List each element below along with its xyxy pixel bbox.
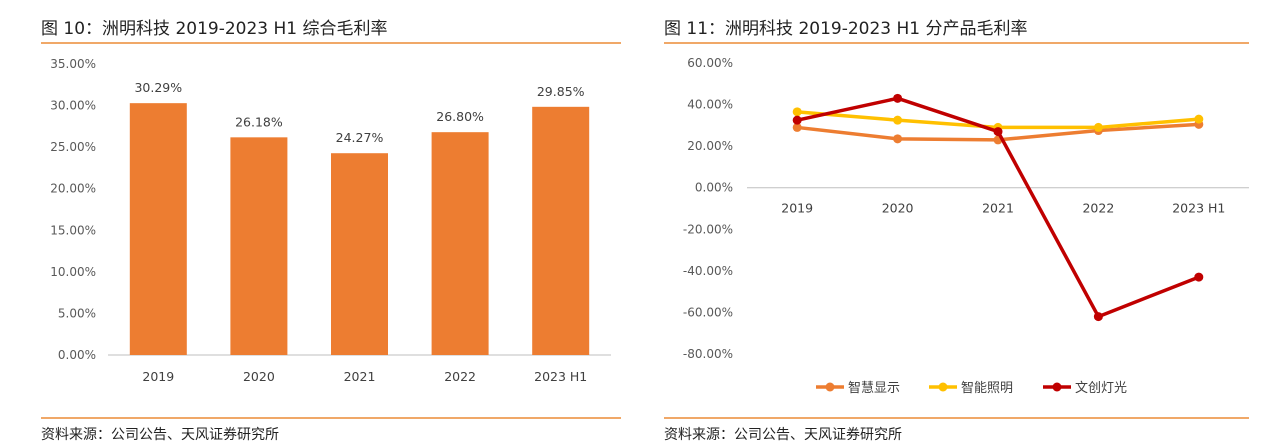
figure-10-source: 资料来源：公司公告、天风证券研究所 — [41, 427, 279, 443]
x-tick-label: 2022 — [444, 369, 476, 384]
figure-11-source: 资料来源：公司公告、天风证券研究所 — [664, 427, 902, 443]
y-tick-label: 20.00% — [50, 182, 96, 196]
series-point — [893, 134, 903, 144]
legend-swatch-marker — [938, 382, 948, 392]
series-point — [1194, 272, 1204, 282]
figure-11-title: 图 11：洲明科技 2019-2023 H1 分产品毛利率 — [664, 19, 1028, 39]
x-tick-label: 2021 — [982, 201, 1014, 216]
x-tick-label: 2023 H1 — [534, 369, 587, 384]
y-tick-label: 35.00% — [50, 57, 96, 71]
y-tick-label: 0.00% — [58, 348, 96, 362]
product-margin-line-chart: 60.00% 40.00% 20.00% 0.00% -20.00% -40.00% -60… — [683, 56, 1249, 396]
series-point — [792, 115, 802, 125]
series-point — [993, 127, 1003, 137]
y-tick-label: 0.00% — [695, 181, 733, 195]
series-point — [792, 107, 802, 117]
bar-data-label: 26.18% — [235, 114, 283, 129]
figure-11-top-rule — [664, 42, 1249, 44]
series-point — [1093, 122, 1103, 132]
y-tick-label: 10.00% — [50, 265, 96, 279]
x-tick-label: 2019 — [781, 201, 813, 216]
figure-10-title: 图 10：洲明科技 2019-2023 H1 综合毛利率 — [41, 19, 388, 39]
series-point — [893, 115, 903, 125]
bar-data-label: 30.29% — [134, 80, 182, 95]
bar — [331, 153, 388, 355]
figure-11-panel: 图 11：洲明科技 2019-2023 H1 分产品毛利率 60.00% 40.0… — [664, 0, 1249, 447]
bar-data-label: 24.27% — [336, 130, 384, 145]
bar-data-label: 29.85% — [537, 84, 585, 99]
y-tick-label: 5.00% — [58, 306, 96, 320]
x-tick-label: 2020 — [882, 201, 914, 216]
figure-11-bottom-rule — [664, 417, 1249, 419]
bar — [230, 137, 288, 355]
bar — [532, 106, 590, 355]
y-tick-label: -80.00% — [683, 347, 733, 361]
y-tick-label: 20.00% — [687, 139, 733, 153]
y-tick-label: 30.00% — [50, 99, 96, 113]
figure-10-panel: 图 10：洲明科技 2019-2023 H1 综合毛利率 0.00% 5.00% 1… — [41, 0, 621, 447]
series-point — [1093, 312, 1103, 322]
legend-entry: 智能照明 — [961, 381, 1013, 396]
x-tick-label: 2019 — [142, 369, 174, 384]
bar — [129, 103, 187, 356]
series-point — [893, 93, 903, 103]
figure-10-top-rule — [41, 42, 621, 44]
bar — [431, 132, 489, 355]
figure-10-bottom-rule — [41, 417, 621, 419]
y-tick-label: 40.00% — [687, 98, 733, 112]
y-tick-label: -40.00% — [683, 264, 733, 278]
legend-swatch-marker — [825, 382, 835, 392]
y-tick-label: -20.00% — [683, 222, 733, 236]
bar-data-label: 26.80% — [436, 109, 484, 124]
series-point — [792, 122, 802, 132]
y-tick-label: 25.00% — [50, 140, 96, 154]
y-tick-label: 15.00% — [50, 223, 96, 237]
legend-swatch-marker — [1052, 382, 1062, 392]
y-tick-label: -60.00% — [683, 305, 733, 319]
legend-entry: 文创灯光 — [1075, 381, 1127, 396]
x-tick-label: 2022 — [1082, 201, 1114, 216]
legend-entry: 智慧显示 — [848, 380, 900, 396]
x-tick-label: 2020 — [243, 369, 275, 384]
series-point — [1194, 114, 1204, 124]
x-tick-label: 2023 H1 — [1172, 201, 1225, 216]
x-tick-label: 2021 — [344, 369, 376, 384]
gross-margin-bar-chart: 0.00% 5.00% 10.00% 15.00% 20.00% 25.00% 30.00%… — [50, 57, 611, 384]
y-tick-label: 60.00% — [687, 56, 733, 70]
